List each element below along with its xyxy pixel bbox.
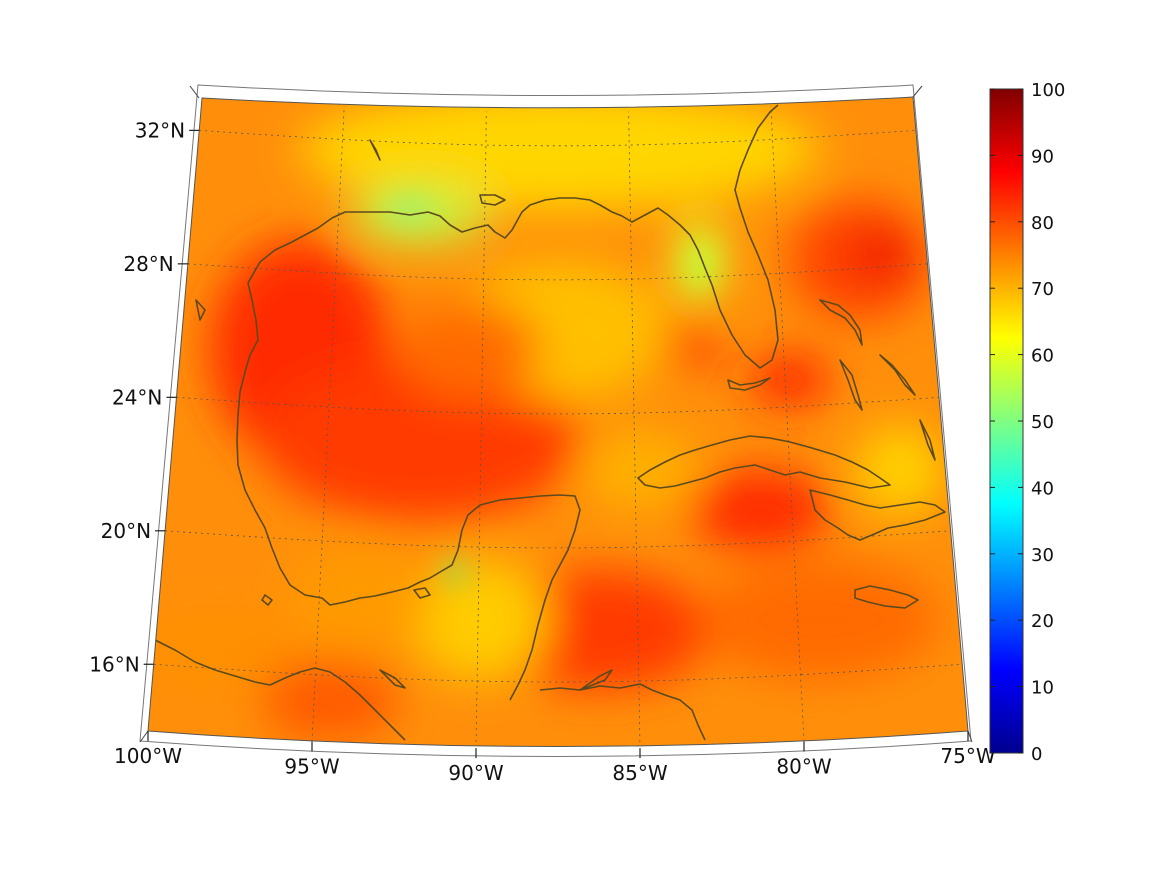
longitude-label: 90°W	[448, 761, 503, 785]
longitude-labels: 100°W 95°W 90°W 85°W 80°W 75°W	[114, 731, 996, 785]
latitude-labels: 32°N 28°N 24°N 20°N 16°N	[89, 118, 200, 676]
colorbar-tick-label: 90	[1031, 146, 1054, 167]
meridian-line	[628, 111, 641, 747]
colorbar-tick-label: 20	[1031, 611, 1054, 632]
colorbar: 0 10 20 30 40 50 60 70 80 90 100	[989, 80, 1065, 765]
coastline	[154, 104, 946, 741]
latitude-label: 32°N	[135, 118, 185, 142]
longitude-label: 80°W	[776, 755, 831, 779]
colorbar-tick-label: 0	[1031, 744, 1042, 765]
map-frame	[139, 84, 972, 757]
longitude-label: 95°W	[284, 755, 339, 779]
meridian-line	[311, 105, 345, 742]
latitude-label: 20°N	[101, 519, 151, 543]
parallel-line	[176, 396, 940, 415]
parallel-line	[165, 530, 951, 549]
latitude-label: 28°N	[123, 252, 173, 276]
frame-ticks	[139, 85, 973, 743]
meridian-line	[770, 105, 805, 742]
longitude-label: 100°W	[114, 744, 182, 768]
colorbar-tick-label: 50	[1031, 412, 1054, 433]
colorbar-tick-label: 10	[1031, 678, 1054, 699]
colorbar-tick-label: 100	[1031, 80, 1065, 101]
colorbar-tick-label: 60	[1031, 346, 1054, 367]
colorbar-tick-label: 30	[1031, 545, 1054, 566]
latitude-label: 24°N	[112, 385, 162, 409]
colorbar-ticks: 0 10 20 30 40 50 60 70 80 90 100	[990, 80, 1065, 765]
colorbar-tick-label: 80	[1031, 213, 1054, 234]
colorbar-tick-label: 70	[1031, 279, 1054, 300]
colorbar-gradient	[989, 88, 1024, 754]
longitude-label: 85°W	[612, 761, 667, 785]
latitude-label: 16°N	[89, 652, 139, 676]
heat-field	[148, 97, 968, 747]
colorbar-tick-label: 40	[1031, 478, 1054, 499]
longitude-label: 75°W	[940, 744, 995, 768]
meridian-line	[475, 111, 487, 747]
